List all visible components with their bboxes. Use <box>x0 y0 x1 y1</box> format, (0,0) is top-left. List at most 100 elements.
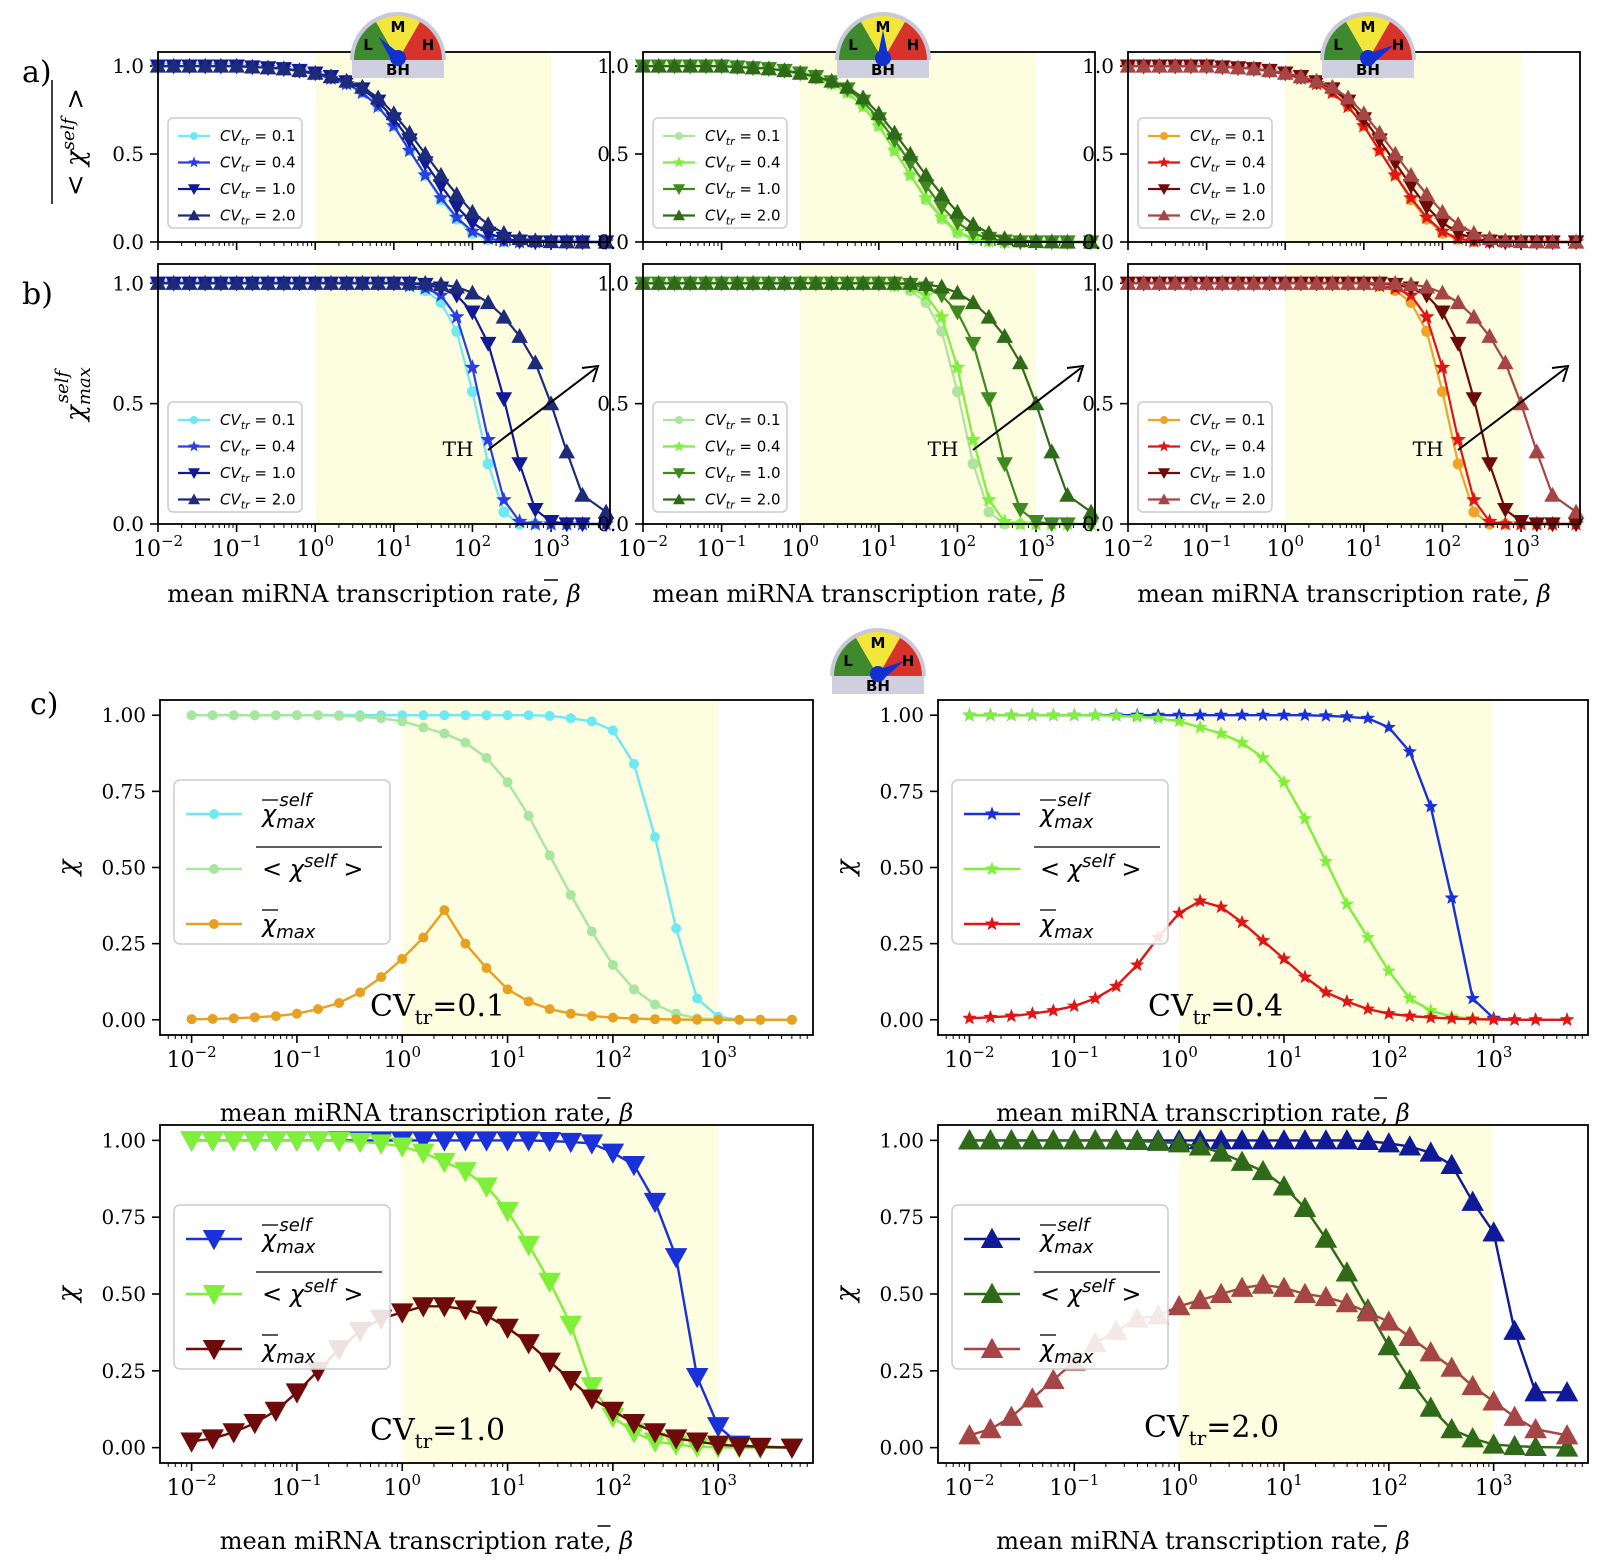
panel-c-1-shade <box>1179 700 1494 1035</box>
panel-a-green-ytick-label: 0.0 <box>597 230 629 254</box>
point-c-0-1 <box>650 999 661 1010</box>
point-b-blue-3 <box>479 294 497 310</box>
point-b-blue-3 <box>306 275 324 290</box>
point-c-0-2 <box>312 1004 323 1015</box>
point-c-0-1 <box>186 710 197 721</box>
point-b-blue-3 <box>369 275 387 290</box>
point-c-2-1 <box>517 1235 540 1257</box>
gauge-c-low: L <box>843 652 853 670</box>
point-c-3-0 <box>1209 1129 1233 1150</box>
point-c-0-0 <box>607 725 618 736</box>
panel-b-red-shade <box>1285 264 1522 524</box>
gauge-blue-hub <box>390 50 406 66</box>
point-b-green-3 <box>854 275 872 290</box>
point-c-1-2 <box>1402 1008 1417 1023</box>
point-a-blue-3 <box>259 59 277 75</box>
x-axis-label: mean miRNA transcription rate, β <box>652 580 1066 608</box>
panel-b-red-xtick-label: 100 <box>1266 532 1304 562</box>
legend-b-red-marker <box>1160 416 1168 424</box>
gauge-red-high: H <box>1392 36 1405 54</box>
point-c-2-1 <box>285 1131 309 1152</box>
legend-a-red-marker <box>1158 184 1170 195</box>
legend-c-2-text: χmax <box>260 1335 316 1368</box>
point-c-3-2 <box>1440 1356 1463 1377</box>
point-c-1-2 <box>962 1010 977 1025</box>
point-c-1-2 <box>1381 1006 1396 1020</box>
point-c-0-2 <box>439 905 450 916</box>
point-c-0-1 <box>207 710 218 721</box>
point-b-blue-3 <box>165 275 182 290</box>
point-c-3-0 <box>1524 1381 1547 1402</box>
point-b-green-3 <box>697 275 715 290</box>
point-a-red-3 <box>1402 166 1420 182</box>
point-c-1-0 <box>1297 707 1313 722</box>
legend-c-2-marker <box>202 1230 226 1251</box>
legend-c-3-text: χmax <box>1038 1335 1094 1368</box>
point-a-red-3 <box>1292 68 1310 84</box>
point-a-red-3 <box>1528 233 1546 249</box>
point-b-red-3 <box>1402 276 1420 292</box>
point-c-0-0 <box>628 758 639 769</box>
point-a-red-2 <box>1418 200 1435 216</box>
point-c-0-2 <box>207 1013 218 1024</box>
panel-c-0-ytick-label: 1.00 <box>101 703 146 727</box>
point-c-0-2 <box>291 1008 302 1019</box>
point-c-0-2 <box>713 1014 724 1025</box>
point-c-2-0 <box>601 1143 625 1164</box>
gauge-c-segment <box>855 630 901 676</box>
panel-b-blue-frame <box>157 263 611 525</box>
point-c-0-2 <box>270 1011 281 1022</box>
panel-b-green-xtick-label: 10−2 <box>618 532 668 562</box>
legend-c-0-box <box>173 779 391 945</box>
legend-a-red-marker <box>1160 132 1168 140</box>
point-c-0-0 <box>544 710 555 721</box>
point-b-red-3 <box>1276 275 1294 290</box>
point-c-3-1 <box>1084 1129 1107 1150</box>
panel-c-0-xtick-label: 103 <box>699 1043 737 1073</box>
point-a-blue-3 <box>212 57 230 73</box>
panel-b-blue-xtick-label: 102 <box>454 532 492 562</box>
point-c-3-2 <box>1555 1424 1579 1445</box>
gauge-blue-segment <box>375 14 421 61</box>
point-c-2-2 <box>643 1423 667 1444</box>
point-b-red-3 <box>1418 278 1435 294</box>
point-c-0-2 <box>544 1004 555 1015</box>
legend-c-3-box <box>951 1204 1169 1370</box>
point-c-0-1 <box>565 889 576 900</box>
point-c-3-1 <box>1230 1150 1254 1171</box>
point-c-0-1 <box>418 722 429 733</box>
gauge-blue-high: H <box>422 36 435 54</box>
legend-c-3-marker <box>980 1337 1004 1358</box>
point-c-0-2 <box>460 938 471 949</box>
point-c-1-1 <box>1297 811 1313 825</box>
panel-b-blue-xtick-label: 100 <box>296 532 334 562</box>
point-c-1-2 <box>1507 1012 1522 1026</box>
point-c-2-0 <box>622 1155 646 1177</box>
point-b-green-3 <box>823 275 840 290</box>
panel-b-green-xtick-label: 10−1 <box>697 532 747 562</box>
legend-a-blue-text: CVtr = 1.0 <box>220 180 296 201</box>
cv-label-0: CVtr=0.1 <box>370 989 505 1029</box>
legend-c-2-marker <box>202 1340 226 1361</box>
point-a-red-3 <box>1198 57 1215 73</box>
point-c-2-2 <box>517 1334 540 1355</box>
panel-c-3-ytick-label: 0.25 <box>879 1359 924 1383</box>
point-c-3-1 <box>979 1129 1002 1150</box>
point-c-0-1 <box>376 713 387 724</box>
threshold-arrow <box>487 367 597 451</box>
y-axis-label-c-3: χ <box>831 1284 861 1304</box>
point-c-3-2 <box>1314 1285 1338 1307</box>
point-c-1-1 <box>1067 707 1082 722</box>
point-b-blue-3 <box>574 486 591 502</box>
legend-b-red-text: CVtr = 1.0 <box>1190 464 1266 485</box>
point-c-3-2 <box>1356 1301 1380 1322</box>
point-c-0-1 <box>270 710 281 721</box>
point-b-blue-2 <box>527 502 544 518</box>
point-a-green-2 <box>949 216 966 231</box>
point-c-0-0 <box>671 923 682 934</box>
point-c-1-0 <box>1381 719 1396 734</box>
legend-b-green-marker <box>673 468 685 479</box>
point-a-green-3 <box>697 57 715 73</box>
legend-b-green-marker <box>675 416 683 424</box>
panel-c-0-ytick-label: 0.00 <box>101 1008 146 1032</box>
